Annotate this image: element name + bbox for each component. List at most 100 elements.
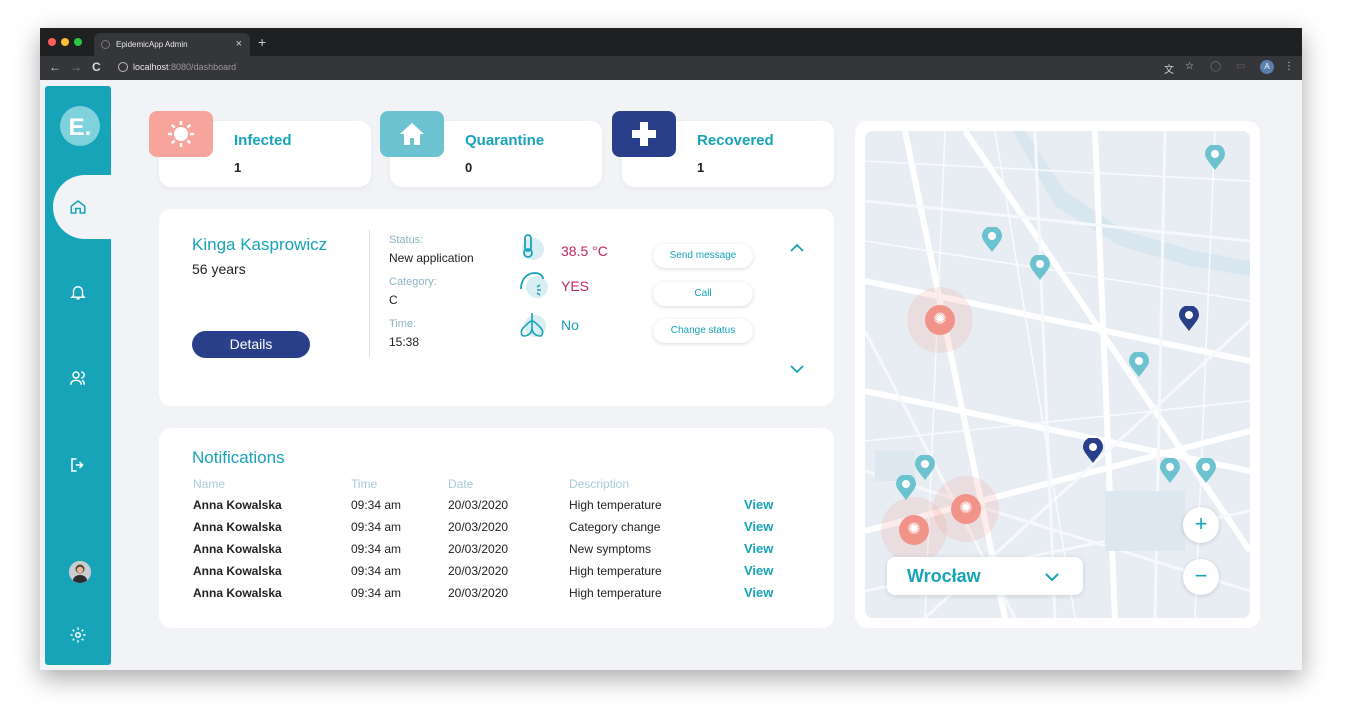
stat-label: Quarantine bbox=[465, 132, 545, 149]
reload-icon[interactable]: C bbox=[92, 60, 101, 74]
row-name: Anna Kowalska bbox=[193, 542, 282, 556]
view-link[interactable]: View bbox=[744, 585, 774, 600]
stat-label: Recovered bbox=[697, 132, 774, 149]
category-value: C bbox=[389, 293, 398, 307]
map[interactable]: ✺ ✺ ✺ bbox=[865, 131, 1250, 618]
map-pin-icon[interactable] bbox=[1029, 255, 1051, 281]
cough-icon bbox=[515, 269, 551, 306]
address-bar[interactable]: localhost:8080/dashboard bbox=[133, 62, 236, 72]
breathing-value: No bbox=[561, 317, 579, 333]
patient-name: Kinga Kasprowicz bbox=[192, 235, 328, 254]
avatar[interactable] bbox=[69, 561, 91, 583]
notifications-card: Notifications Name Time Date Description… bbox=[159, 428, 834, 628]
column-header-description: Description bbox=[569, 477, 630, 491]
map-canvas[interactable] bbox=[865, 131, 1250, 618]
column-header-time: Time bbox=[351, 477, 378, 491]
zoom-in-button[interactable]: + bbox=[1183, 507, 1219, 543]
map-pin-icon[interactable] bbox=[914, 455, 936, 481]
app-logo: E. bbox=[60, 106, 100, 146]
map-pin-icon[interactable] bbox=[981, 227, 1003, 253]
chevron-down-icon[interactable] bbox=[1045, 569, 1059, 587]
patient-card: Kinga Kasprowicz 56 years Details Status… bbox=[159, 209, 834, 406]
time-label: Time: bbox=[389, 318, 417, 330]
virus-icon[interactable]: ✺ bbox=[899, 515, 929, 545]
view-link[interactable]: View bbox=[744, 563, 774, 578]
virus-icon[interactable]: ✺ bbox=[951, 494, 981, 524]
maximize-window-button[interactable] bbox=[74, 38, 82, 46]
row-date: 20/03/2020 bbox=[448, 498, 509, 512]
notifications-title: Notifications bbox=[192, 448, 285, 467]
send-message-button[interactable]: Send message bbox=[653, 244, 753, 268]
star-icon[interactable]: ☆ bbox=[1185, 61, 1194, 72]
map-pin-icon[interactable] bbox=[895, 475, 917, 501]
browser-window: EpidemicApp Admin × + ← → C localhost:80… bbox=[40, 28, 1302, 670]
house-icon bbox=[380, 111, 444, 157]
zoom-out-button[interactable]: − bbox=[1183, 559, 1219, 595]
bell-icon[interactable] bbox=[69, 283, 87, 301]
row-name: Anna Kowalska bbox=[193, 586, 282, 600]
close-window-button[interactable] bbox=[48, 38, 56, 46]
forward-icon[interactable]: → bbox=[70, 60, 82, 74]
chevron-up-icon[interactable] bbox=[790, 240, 804, 258]
map-pin-icon[interactable] bbox=[1195, 458, 1217, 484]
row-name: Anna Kowalska bbox=[193, 498, 282, 512]
row-date: 20/03/2020 bbox=[448, 520, 509, 534]
temperature-value: 38.5 °C bbox=[561, 243, 608, 259]
info-icon[interactable] bbox=[118, 62, 128, 72]
cough-value: YES bbox=[561, 278, 590, 294]
stat-card-infected[interactable]: Infected 1 bbox=[149, 111, 371, 187]
chevron-down-icon[interactable] bbox=[790, 361, 804, 379]
gear-icon[interactable] bbox=[69, 626, 87, 644]
column-header-date: Date bbox=[448, 477, 474, 491]
map-pin-icon[interactable] bbox=[1128, 352, 1150, 378]
stat-card-quarantine[interactable]: Quarantine 0 bbox=[380, 111, 602, 187]
city-select[interactable]: Wrocław bbox=[887, 557, 1083, 595]
new-tab-icon[interactable]: + bbox=[258, 34, 267, 50]
stat-label: Infected bbox=[234, 132, 292, 149]
profile-avatar[interactable]: A bbox=[1260, 60, 1274, 74]
map-pin-icon[interactable] bbox=[1082, 438, 1104, 464]
plus-icon bbox=[612, 111, 676, 157]
call-button[interactable]: Call bbox=[653, 282, 753, 306]
browser-tabbar: EpidemicApp Admin × + bbox=[40, 28, 1302, 56]
browser-tab[interactable]: EpidemicApp Admin × bbox=[94, 33, 250, 56]
row-name: Anna Kowalska bbox=[193, 520, 282, 534]
virus-icon bbox=[149, 111, 213, 157]
translate-icon[interactable]: 文 bbox=[1164, 65, 1174, 76]
patient-age: 56 years bbox=[192, 261, 246, 277]
lungs-icon bbox=[515, 309, 551, 344]
stat-value: 0 bbox=[465, 160, 473, 175]
users-icon[interactable] bbox=[69, 369, 89, 387]
map-pin-icon[interactable] bbox=[1159, 458, 1181, 484]
row-date: 20/03/2020 bbox=[448, 564, 509, 578]
home-icon[interactable] bbox=[69, 198, 87, 216]
url-host: localhost bbox=[133, 62, 169, 72]
details-button[interactable]: Details bbox=[192, 331, 310, 358]
divider bbox=[369, 230, 370, 357]
column-header-name: Name bbox=[193, 477, 226, 491]
row-description: High temperature bbox=[569, 564, 662, 578]
city-name: Wrocław bbox=[907, 566, 981, 586]
globe-icon bbox=[101, 40, 110, 49]
row-time: 09:34 am bbox=[351, 542, 402, 556]
tab-close-icon[interactable]: × bbox=[235, 38, 242, 50]
virus-icon[interactable]: ✺ bbox=[925, 305, 955, 335]
extension-icon-2[interactable]: ▭ bbox=[1236, 61, 1246, 72]
back-icon[interactable]: ← bbox=[49, 60, 61, 74]
stat-value: 1 bbox=[697, 160, 705, 175]
view-link[interactable]: View bbox=[744, 519, 774, 534]
change-status-button[interactable]: Change status bbox=[653, 319, 753, 343]
extension-icon[interactable]: ◯ bbox=[1210, 61, 1222, 72]
stat-card-recovered[interactable]: Recovered 1 bbox=[612, 111, 834, 187]
row-time: 09:34 am bbox=[351, 586, 402, 600]
view-link[interactable]: View bbox=[744, 541, 774, 556]
row-date: 20/03/2020 bbox=[448, 586, 509, 600]
browser-toolbar: ← → C localhost:8080/dashboard 文 ☆ ◯ ▭ A… bbox=[40, 56, 1302, 80]
map-pin-icon[interactable] bbox=[1204, 145, 1226, 171]
sidebar: E. bbox=[45, 86, 115, 665]
logout-icon[interactable] bbox=[69, 456, 87, 474]
map-pin-icon[interactable] bbox=[1178, 306, 1200, 332]
menu-icon[interactable]: ⋮ bbox=[1284, 61, 1294, 72]
view-link[interactable]: View bbox=[744, 497, 774, 512]
minimize-window-button[interactable] bbox=[61, 38, 69, 46]
